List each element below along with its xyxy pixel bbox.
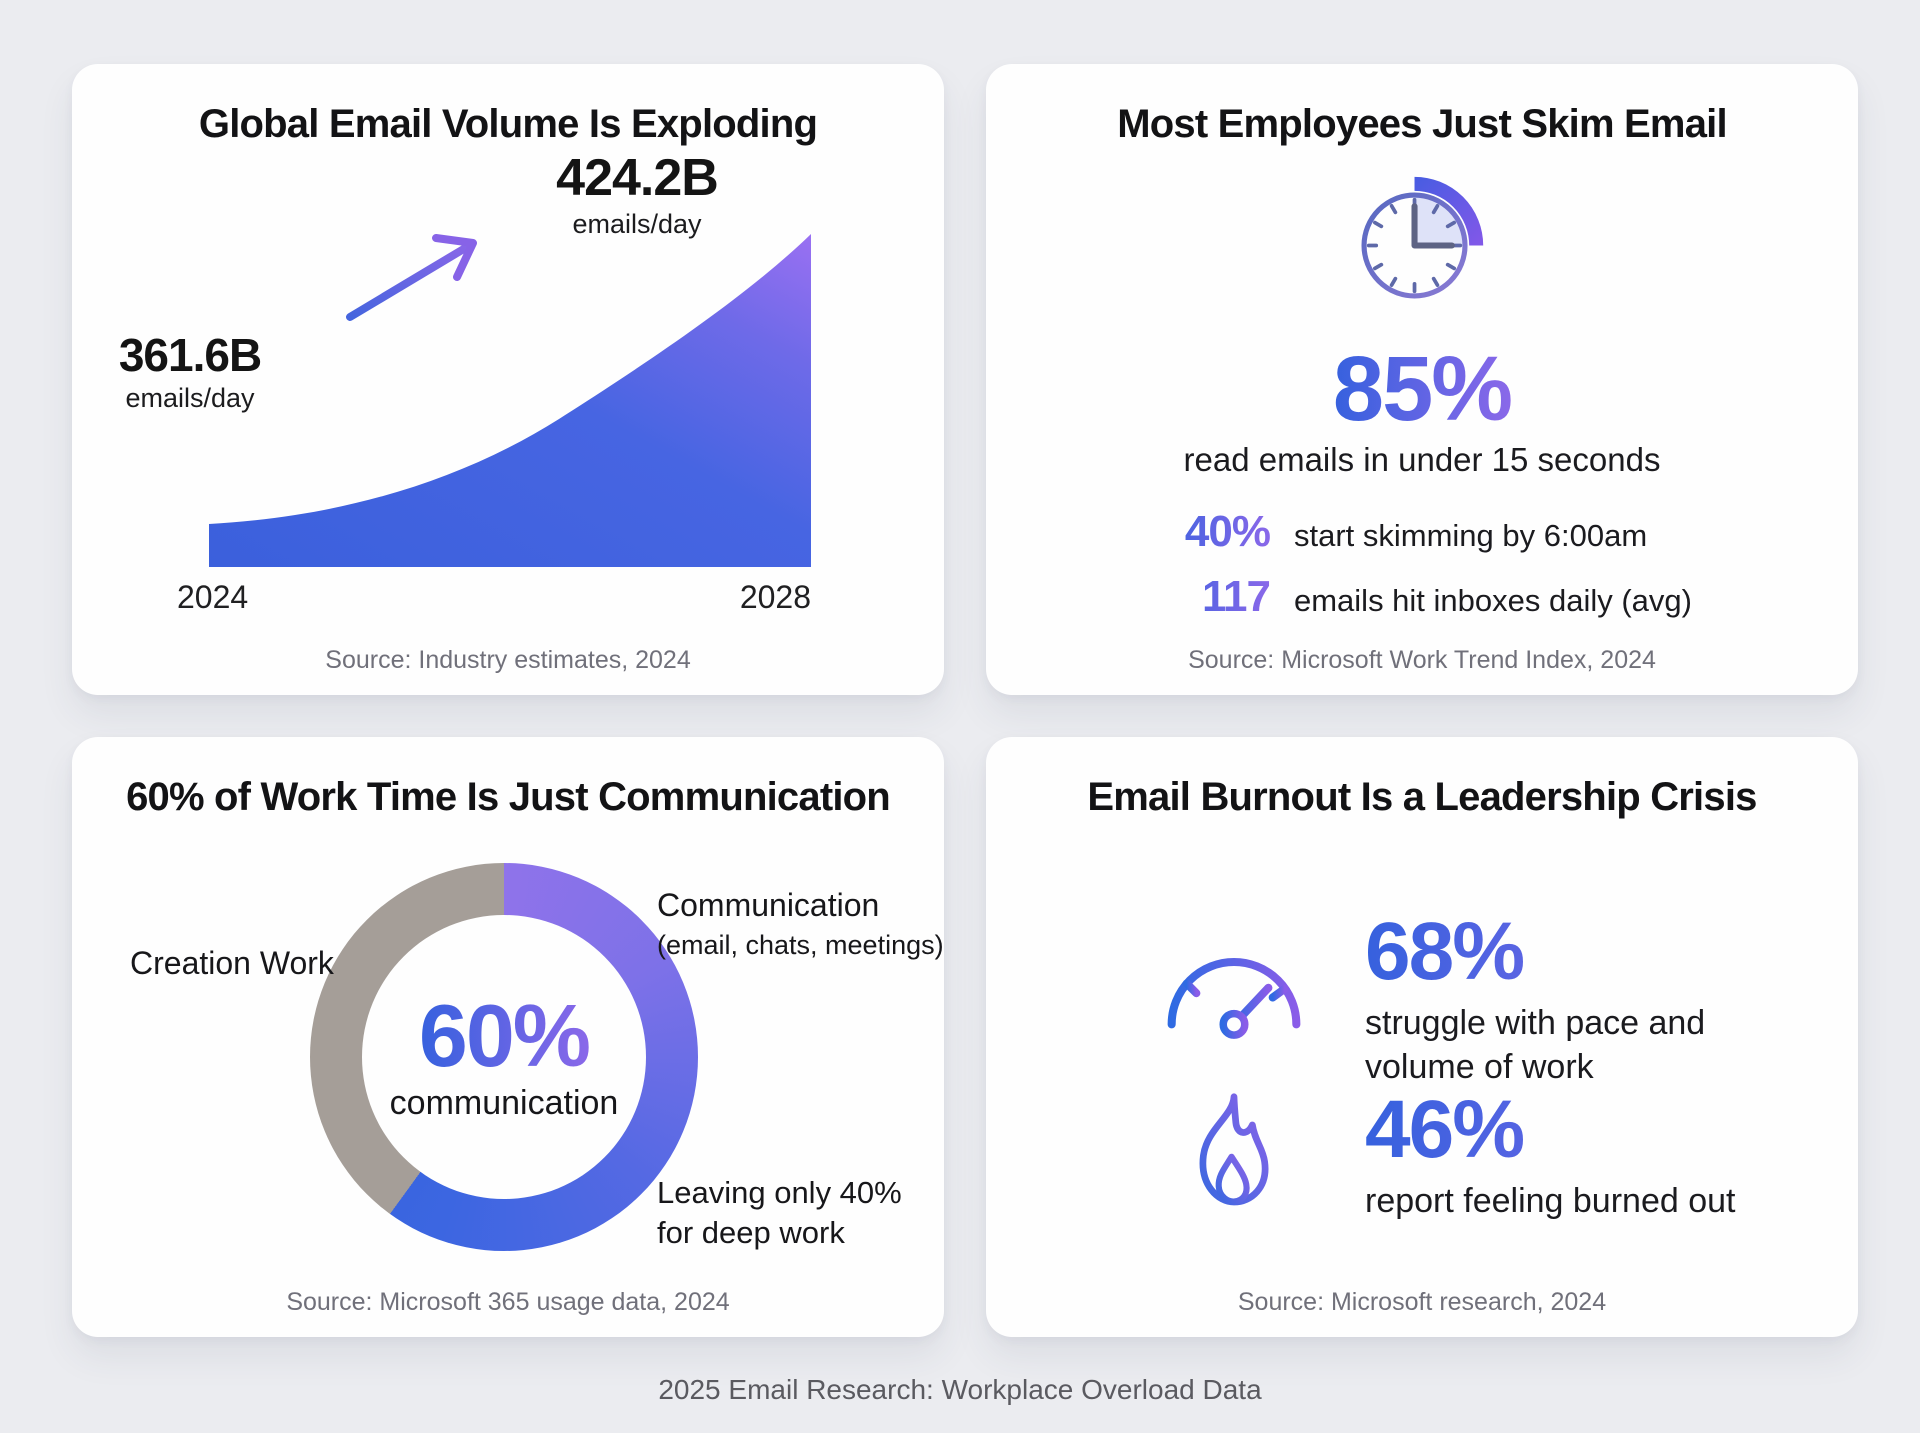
- burnout-stat-row: 68% struggle with pace and volume of wor…: [1136, 908, 1735, 1089]
- growth-arrow-icon: [346, 234, 477, 321]
- segment-label-communication: Communication (email, chats, meetings): [657, 887, 944, 961]
- page-footer: 2025 Email Research: Workplace Overload …: [658, 1374, 1262, 1405]
- donut-center-label: communication: [389, 1083, 619, 1122]
- source-note: Source: Industry estimates, 2024: [325, 646, 691, 674]
- flame-icon: [1136, 1087, 1331, 1229]
- card-title: Most Employees Just Skim Email: [1117, 102, 1727, 146]
- stat-label: start skimming by 6:00am: [1293, 518, 1648, 553]
- donut-chart: 60% communication: [310, 863, 698, 1251]
- card-skim-email: Most Employees Just Skim Email: [986, 64, 1858, 695]
- stat-value: 68%: [1365, 908, 1735, 995]
- card-title: 60% of Work Time Is Just Communication: [126, 775, 891, 819]
- start-unit: emails/day: [125, 383, 255, 413]
- x-axis-start-year: 2024: [177, 579, 249, 615]
- stat-value: 40%: [1152, 507, 1271, 557]
- stat-value: 46%: [1365, 1086, 1805, 1173]
- donut-center-value: 60%: [418, 985, 591, 1085]
- end-value-block: 424.2B emails/day: [537, 152, 737, 240]
- stat-label: emails hit inboxes daily (avg): [1293, 583, 1692, 618]
- start-value-block: 361.6B emails/day: [90, 332, 290, 414]
- stat-label: report feeling burned out: [1365, 1182, 1736, 1221]
- source-note: Source: Microsoft research, 2024: [1237, 1288, 1607, 1316]
- card-title: Email Burnout Is a Leadership Crisis: [1087, 775, 1757, 819]
- area-chart: [209, 234, 811, 567]
- source-note: Source: Microsoft 365 usage data, 2024: [286, 1288, 730, 1316]
- segment-label-sub: (email, chats, meetings): [657, 930, 944, 960]
- deep-work-note: Leaving only 40% for deep work: [657, 1175, 902, 1251]
- burnout-stat-text: 46% report feeling burned out: [1365, 1086, 1805, 1229]
- card-communication-time: 60% of Work Time Is Just Communication 6…: [72, 737, 944, 1337]
- headline-stat-label: read emails in under 15 seconds: [1183, 441, 1661, 478]
- stat-value: 117: [1152, 572, 1271, 622]
- end-value: 424.2B: [556, 149, 719, 207]
- donut-center: 60% communication: [362, 915, 646, 1199]
- gauge-icon: [1136, 909, 1331, 1089]
- start-value: 361.6B: [118, 329, 262, 381]
- source-note: Source: Microsoft Work Trend Index, 2024: [1188, 646, 1656, 674]
- card-email-volume: Global Email Volume Is Exploding 361.6B …: [72, 64, 944, 695]
- burnout-stat-text: 68% struggle with pace and volume of wor…: [1365, 908, 1735, 1089]
- stat-row: 117 emails hit inboxes daily (avg): [1152, 572, 1692, 622]
- headline-stat: 85%: [1332, 338, 1513, 440]
- card-email-burnout: Email Burnout Is a Leadership Crisis: [986, 737, 1858, 1337]
- x-axis-end-year: 2028: [739, 579, 811, 615]
- stat-row: 40% start skimming by 6:00am: [1152, 507, 1692, 557]
- card-grid: Global Email Volume Is Exploding 361.6B …: [72, 64, 1858, 1337]
- segment-label-creation-work: Creation Work: [130, 945, 334, 981]
- stat-label: struggle with pace and volume of work: [1365, 1004, 1706, 1087]
- secondary-stats: 40% start skimming by 6:00am 117 emails …: [1152, 507, 1692, 622]
- segment-label-title: Communication: [657, 887, 880, 923]
- clock-icon: [1347, 167, 1497, 329]
- burnout-stat-row: 46% report feeling burned out: [1136, 1086, 1805, 1229]
- end-unit: emails/day: [572, 209, 702, 239]
- card-title: Global Email Volume Is Exploding: [198, 102, 818, 146]
